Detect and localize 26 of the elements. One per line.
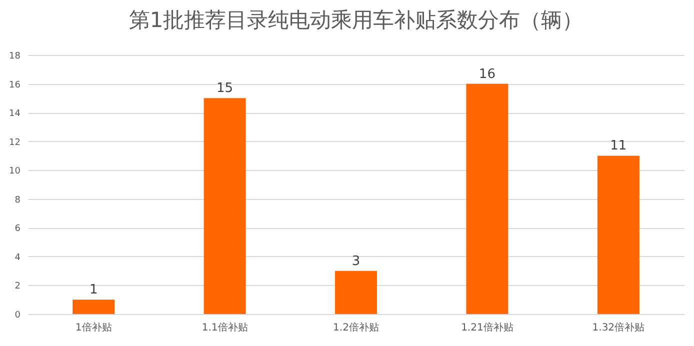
bar xyxy=(466,84,508,314)
bar xyxy=(204,98,246,314)
y-tick-label: 2 xyxy=(14,282,20,292)
bar xyxy=(335,270,377,314)
y-tick-label: 6 xyxy=(14,224,21,234)
y-tick-label: 12 xyxy=(9,138,20,148)
bar xyxy=(72,300,115,314)
data-label: 15 xyxy=(216,81,234,96)
x-tick-label: 1.21倍补贴 xyxy=(461,322,514,334)
x-tick-label: 1.32倍补贴 xyxy=(592,322,645,334)
y-tick-label: 4 xyxy=(14,252,21,263)
chart-title: 第1批推荐目录纯电动乘用车补贴系数分布（辆） xyxy=(128,8,584,32)
data-label: 11 xyxy=(610,138,627,154)
y-tick-label: 18 xyxy=(9,52,21,62)
data-label: 16 xyxy=(478,66,496,82)
bar xyxy=(597,156,640,314)
y-tick-label: 0 xyxy=(14,310,21,320)
y-tick-label: 8 xyxy=(14,195,21,206)
data-label: 3 xyxy=(352,254,360,269)
x-tick-label: 1.2倍补贴 xyxy=(333,322,379,334)
x-tick-label: 1倍补贴 xyxy=(75,322,112,334)
x-tick-label: 1.1倍补贴 xyxy=(202,322,248,334)
data-label: 1 xyxy=(89,282,98,298)
y-tick-label: 14 xyxy=(9,109,21,120)
y-tick-label: 10 xyxy=(9,166,21,177)
y-tick-label: 16 xyxy=(9,80,21,90)
